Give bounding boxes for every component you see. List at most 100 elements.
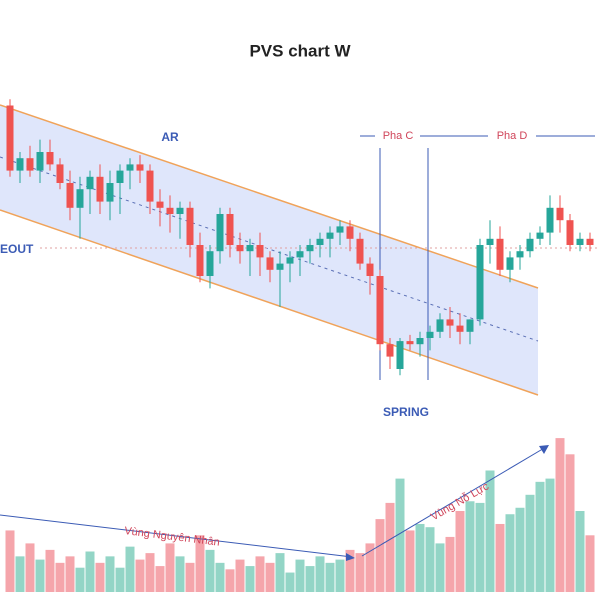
volume-bar bbox=[55, 562, 65, 592]
volume-bar bbox=[485, 470, 495, 592]
candle-body bbox=[376, 276, 384, 345]
volume-bar bbox=[275, 553, 285, 592]
candle-body bbox=[316, 238, 324, 245]
candle-body bbox=[536, 232, 544, 239]
candle-body bbox=[336, 226, 344, 233]
volume-bar bbox=[125, 546, 135, 592]
candle-body bbox=[466, 319, 474, 332]
volume-bar bbox=[505, 514, 515, 592]
volume-bar bbox=[65, 556, 75, 592]
candle-body bbox=[116, 170, 124, 183]
volume-bar bbox=[85, 551, 95, 592]
volume-bar bbox=[95, 562, 105, 592]
candle-body bbox=[506, 257, 514, 270]
volume-bar bbox=[175, 556, 185, 592]
candle-body bbox=[366, 263, 374, 276]
volume-bar bbox=[295, 559, 305, 592]
annotation: EOUT bbox=[0, 242, 34, 256]
candle-body bbox=[566, 220, 574, 245]
volume-bar bbox=[185, 562, 195, 592]
candle-body bbox=[166, 207, 174, 214]
candle-body bbox=[26, 158, 34, 171]
volume-bar bbox=[515, 507, 525, 592]
candle-body bbox=[246, 245, 254, 252]
candle-body bbox=[296, 251, 304, 258]
candle-body bbox=[136, 164, 144, 171]
volume-bar bbox=[255, 556, 265, 592]
candle-body bbox=[216, 214, 224, 252]
candle-body bbox=[526, 238, 534, 252]
candle-body bbox=[266, 257, 274, 270]
candle-body bbox=[326, 232, 334, 239]
volume-bar bbox=[495, 523, 505, 592]
volume-bar bbox=[325, 562, 335, 592]
volume-bar bbox=[235, 559, 245, 592]
volume-bar bbox=[555, 438, 565, 592]
volume-bar bbox=[385, 502, 395, 592]
candle-body bbox=[56, 164, 64, 183]
candle-body bbox=[66, 183, 74, 208]
volume-bar bbox=[115, 567, 125, 592]
chart-title: PVS chart W bbox=[249, 41, 351, 60]
annotation: Pha C bbox=[383, 130, 414, 142]
volume-bar bbox=[435, 543, 445, 592]
volume-bar bbox=[525, 494, 535, 592]
candle-body bbox=[546, 207, 554, 233]
candle-body bbox=[236, 245, 244, 252]
candle-body bbox=[386, 344, 394, 357]
candle-body bbox=[556, 207, 564, 221]
candle-body bbox=[276, 263, 284, 270]
volume-bar bbox=[405, 530, 415, 592]
channel-top bbox=[0, 104, 539, 289]
annotation: SPRING bbox=[383, 405, 429, 419]
candle-body bbox=[416, 338, 424, 345]
candle-body bbox=[356, 238, 364, 264]
candle-body bbox=[186, 207, 194, 245]
volume-bar bbox=[215, 562, 225, 592]
volume-bar bbox=[575, 511, 585, 592]
candle-body bbox=[206, 251, 214, 276]
arrow-head bbox=[539, 445, 549, 454]
volume-bar bbox=[35, 559, 45, 592]
volume-bar bbox=[465, 501, 475, 592]
candle-body bbox=[286, 257, 294, 264]
candle-body bbox=[576, 238, 584, 245]
volume-bar bbox=[285, 572, 295, 592]
volume-bar bbox=[375, 519, 385, 592]
candle-body bbox=[76, 189, 84, 208]
volume-bar bbox=[565, 454, 575, 592]
channel-bottom bbox=[0, 209, 539, 396]
volume-bar bbox=[535, 481, 545, 592]
volume-bar bbox=[5, 530, 15, 592]
volume-bar bbox=[475, 502, 485, 592]
volume-bar bbox=[425, 527, 435, 592]
volume-bar bbox=[205, 549, 215, 592]
candle-body bbox=[476, 245, 484, 320]
candle-body bbox=[156, 201, 164, 208]
arrow bbox=[361, 446, 547, 557]
candle-body bbox=[46, 152, 54, 165]
candle-body bbox=[16, 158, 24, 171]
volume-bar bbox=[245, 566, 255, 592]
volume-bar bbox=[165, 543, 175, 592]
candle-body bbox=[306, 245, 314, 252]
candle-body bbox=[6, 105, 14, 171]
candle-body bbox=[496, 238, 504, 270]
volume-bar bbox=[395, 478, 405, 592]
candle-body bbox=[456, 325, 464, 332]
volume-bar bbox=[315, 556, 325, 592]
arrow bbox=[0, 514, 353, 558]
volume-bar bbox=[145, 553, 155, 592]
volume-bar bbox=[265, 562, 275, 592]
candle-body bbox=[426, 331, 434, 338]
candle-body bbox=[176, 207, 184, 214]
volume-bar bbox=[15, 556, 25, 592]
volume-bar bbox=[195, 535, 205, 592]
volume-bar bbox=[415, 523, 425, 592]
candle-body bbox=[406, 341, 414, 345]
candle-body bbox=[586, 238, 594, 245]
candle-body bbox=[396, 341, 404, 369]
volume-bar bbox=[135, 559, 145, 592]
volume-bar bbox=[25, 543, 35, 592]
